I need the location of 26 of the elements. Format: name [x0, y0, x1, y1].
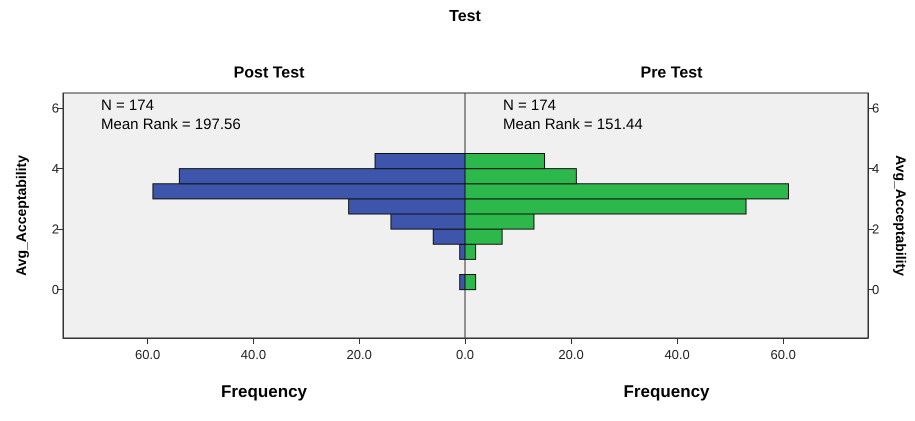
annotation: Mean Rank = 151.44: [503, 116, 643, 133]
chart-subtitle: Post Test: [234, 64, 306, 82]
y-tick-label: 2: [872, 222, 880, 237]
x-tick-label: 20.0: [558, 347, 584, 362]
y-tick-label: 4: [872, 161, 880, 176]
x-tick-label: 0.0: [456, 347, 474, 362]
chart-title: Test: [448, 8, 482, 26]
y-tick-label: 2: [52, 222, 59, 237]
annotation: N = 174: [101, 97, 154, 114]
x-tick-label: 60.0: [770, 347, 796, 362]
x-tick-label: 20.0: [346, 347, 372, 362]
x-tick-label: 40.0: [664, 347, 690, 362]
y-axis-title: Avg_Acceptability: [13, 154, 29, 276]
x-tick-label: 40.0: [240, 347, 266, 362]
annotation: N = 174: [503, 97, 556, 114]
chart-subtitle: Pre Test: [640, 64, 704, 82]
annotation: Mean Rank = 197.56: [101, 116, 241, 133]
y-tick-label: 0: [872, 282, 880, 298]
x-tick-label: 60.0: [134, 347, 160, 362]
y-tick-label: 4: [52, 161, 59, 176]
x-axis-title: Frequency: [624, 382, 710, 401]
y-axis-title: Avg_Acceptability: [893, 155, 909, 276]
y-tick-label: 0: [52, 282, 59, 298]
y-tick-label: 6: [52, 100, 59, 116]
y-tick-label: 6: [872, 100, 880, 116]
x-axis-title: Frequency: [221, 382, 308, 401]
